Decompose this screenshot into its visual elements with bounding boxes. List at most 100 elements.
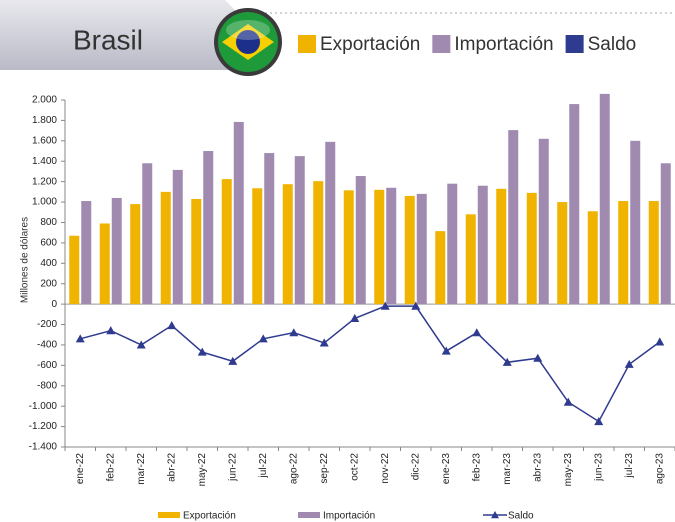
bar: [618, 201, 629, 305]
y-tick-label: -1.000: [29, 401, 58, 412]
y-tick-label: 400: [40, 258, 57, 269]
legend-label: Exportación: [183, 511, 236, 522]
marker: [594, 416, 604, 426]
bar: [496, 188, 507, 305]
legend-swatch: [298, 512, 320, 518]
bar: [111, 197, 122, 305]
y-tick-label: 200: [40, 278, 57, 289]
y-tick-label: 2.000: [32, 95, 57, 106]
bar: [477, 185, 488, 305]
x-tick-label: abr-22: [166, 453, 177, 482]
legend-label: Saldo: [588, 34, 637, 55]
bar: [343, 190, 354, 305]
bar: [386, 187, 397, 305]
marker: [258, 334, 268, 343]
bar: [325, 141, 336, 305]
legend-swatch: [298, 35, 316, 53]
y-tick-label: 1.000: [32, 197, 57, 208]
bar: [142, 163, 153, 305]
bar: [557, 202, 568, 305]
y-tick-label: 800: [40, 217, 57, 228]
bar: [447, 183, 458, 305]
bar: [374, 189, 385, 305]
chart-title: Brasil: [73, 24, 143, 55]
marker: [411, 301, 421, 310]
bar: [172, 169, 183, 305]
bar: [538, 138, 549, 305]
marker: [563, 397, 573, 406]
x-tick-label: ene-22: [75, 453, 86, 485]
x-tick-label: feb-23: [471, 453, 482, 482]
y-tick-label: -800: [37, 380, 57, 391]
marker: [136, 340, 146, 349]
legend-swatch: [432, 35, 451, 53]
marker: [624, 359, 634, 368]
bar: [416, 193, 427, 305]
y-tick-label: -200: [37, 319, 57, 330]
bar: [569, 104, 580, 305]
legend-label: Importación: [454, 34, 553, 55]
line: [80, 305, 661, 423]
bar: [660, 163, 671, 305]
bar: [587, 211, 598, 305]
marker: [441, 346, 451, 355]
marker: [502, 357, 512, 366]
legend-label: Exportación: [320, 34, 420, 55]
legend-label: Saldo: [508, 511, 534, 522]
marker: [106, 326, 116, 335]
header-tab: [0, 0, 250, 70]
bar: [191, 198, 202, 305]
y-tick-label: 1.800: [32, 115, 57, 126]
bar: [404, 195, 415, 305]
x-tick-label: may-23: [563, 453, 574, 487]
y-tick-label: -1.400: [29, 442, 58, 453]
bar: [81, 201, 92, 305]
marker: [533, 353, 543, 362]
x-tick-label: may-22: [197, 453, 208, 487]
x-tick-label: mar-23: [502, 453, 513, 485]
marker: [350, 313, 360, 323]
x-tick-label: feb-22: [105, 453, 116, 482]
flag: [214, 8, 282, 76]
bar: [465, 214, 476, 305]
y-tick-label: 1.200: [32, 176, 57, 187]
bar: [508, 130, 519, 305]
y-tick-label: 0: [51, 299, 57, 310]
x-tick-label: jun-23: [593, 453, 604, 482]
marker: [75, 334, 85, 343]
bar: [282, 184, 293, 305]
y-tick-label: -600: [37, 360, 57, 371]
x-tick-label: ago-22: [288, 453, 299, 485]
x-tick-label: nov-22: [380, 453, 391, 484]
x-tick-label: mar-22: [136, 453, 147, 485]
legend-swatch: [158, 512, 180, 518]
bar: [233, 121, 244, 305]
bar: [130, 204, 141, 305]
x-tick-label: abr-23: [532, 453, 543, 482]
bar: [203, 151, 214, 305]
x-tick-label: dic-22: [410, 453, 421, 481]
bar: [313, 181, 324, 305]
marker: [472, 328, 482, 337]
y-tick-label: 600: [40, 238, 57, 249]
bar: [355, 176, 366, 305]
bar: [435, 231, 446, 305]
bar: [599, 93, 610, 305]
x-tick-label: jul-22: [258, 453, 269, 479]
marker: [197, 347, 207, 356]
bar: [526, 192, 537, 305]
y-axis-label: Millones de dólares: [20, 217, 31, 303]
bar: [294, 156, 305, 305]
bar: [99, 223, 110, 305]
x-tick-label: jul-23: [624, 453, 635, 479]
bar: [221, 179, 232, 305]
x-tick-label: sep-22: [319, 453, 330, 484]
bar: [264, 153, 275, 305]
y-tick-label: 1.400: [32, 156, 57, 167]
x-tick-label: jun-22: [227, 453, 238, 482]
marker: [655, 337, 665, 346]
bar: [69, 235, 80, 305]
marker: [380, 301, 390, 310]
